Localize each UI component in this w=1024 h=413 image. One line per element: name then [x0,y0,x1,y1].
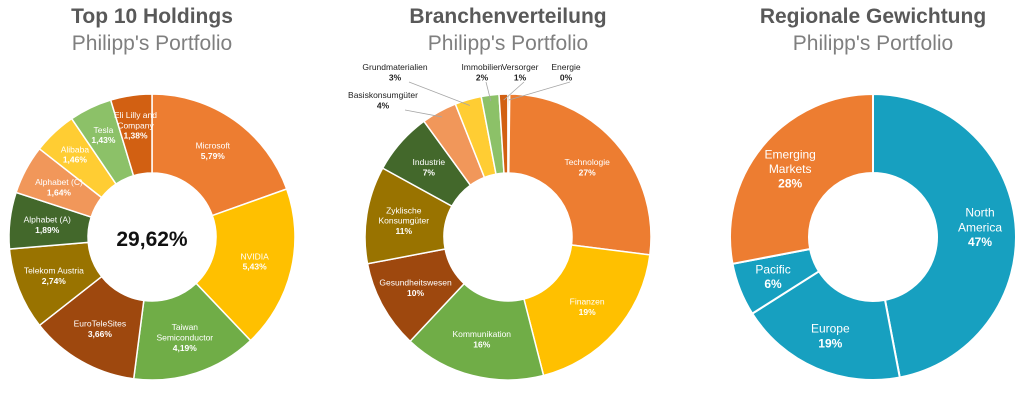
labels-group: Microsoft 5,79% NVIDIA 5,43% Taiwan Semicondu… [24,110,270,353]
label-basiskonsumg-ter: Basiskonsumgüter 4% [348,90,418,110]
leader-line-immobilien [485,81,492,102]
leader-lines-group [404,81,571,118]
leader-line-versorger [503,81,525,101]
slice-technologie [507,93,652,256]
chart-title: Branchenverteilung [409,5,606,28]
label-pacific: Pacific 6% [755,263,790,292]
chart-title: Regionale Gewichtung [760,5,986,28]
slices-group [364,93,652,381]
slices-group [8,93,296,381]
labels-group: North America 47% Europe 19% Pacific 6% Emergin… [755,147,1002,350]
label-alphabet-a: Alphabet (A) 1,89% [24,215,71,235]
center-total-label: 29,62% [116,228,188,251]
label-technologie: Technologie 27% [564,157,610,177]
slice-energie [507,93,511,174]
label-finanzen: Finanzen 19% [570,297,605,317]
slices-group [729,92,1017,381]
label-versorger: Versorger 1% [502,62,539,82]
label-gesundheitswesen: Gesundheitswesen 10% [379,278,452,298]
leader-line-grundmaterialien [408,81,470,106]
slice-north-america [872,92,1017,379]
label-immobilien: Immobilien 2% [461,62,502,82]
slice-kommunikation [409,282,545,381]
chart-subtitle: Philipp's Portfolio [72,32,232,55]
label-eli-lilly-and-company: Eli Lilly and Company 1,38% [114,110,157,141]
slice-microsoft [151,93,288,217]
labels-group: Technologie 27% Finanzen 19% Kommunikation 16… [348,62,610,349]
label-alphabet-c: Alphabet (C) 1,64% [35,177,83,197]
label-tesla: Tesla 1,43% [91,125,116,145]
label-eurotelesites: EuroTeleSites 3,66% [74,319,126,339]
label-nvidia: NVIDIA 5,43% [240,251,269,271]
slice-emerging-markets [729,92,874,265]
label-taiwan-semiconductor: Taiwan Semiconductor 4,19% [156,322,213,353]
chart-regional-weighting: Regionale Gewichtung Philipp's Portfolio… [729,5,1017,381]
chart-subtitle: Philipp's Portfolio [793,32,953,55]
leader-line-energie [508,81,571,101]
slice-eli-lilly-and-company [109,93,153,177]
chart-sector-distribution: Branchenverteilung Philipp's Portfolio T… [348,5,652,381]
slice-nvidia [195,188,296,342]
label-microsoft: Microsoft 5,79% [196,141,231,161]
label-emerging-markets: Emerging Markets 28% [764,147,815,190]
label-kommunikation: Kommunikation 16% [452,329,511,349]
label-energie: Energie 0% [551,62,581,82]
chart-subtitle: Philipp's Portfolio [428,32,588,55]
chart-title: Top 10 Holdings [71,5,233,28]
label-industrie: Industrie 7% [413,157,446,177]
label-telekom-austria: Telekom Austria 2,74% [24,266,84,286]
slice-europe [750,269,901,381]
slice-finanzen [523,244,651,377]
label-zyklische-konsumg-ter: Zyklische Konsumgüter 11% [379,205,430,236]
chart-top-holdings: Top 10 Holdings Philipp's Portfolio Micr… [8,5,296,381]
label-grundmaterialien: Grundmaterialien 3% [362,62,427,82]
label-alibaba: Alibaba 1,46% [61,144,90,164]
label-north-america: North America 47% [958,206,1002,249]
label-europe: Europe 19% [811,322,850,351]
leader-line-basiskonsumg-ter [404,109,443,118]
